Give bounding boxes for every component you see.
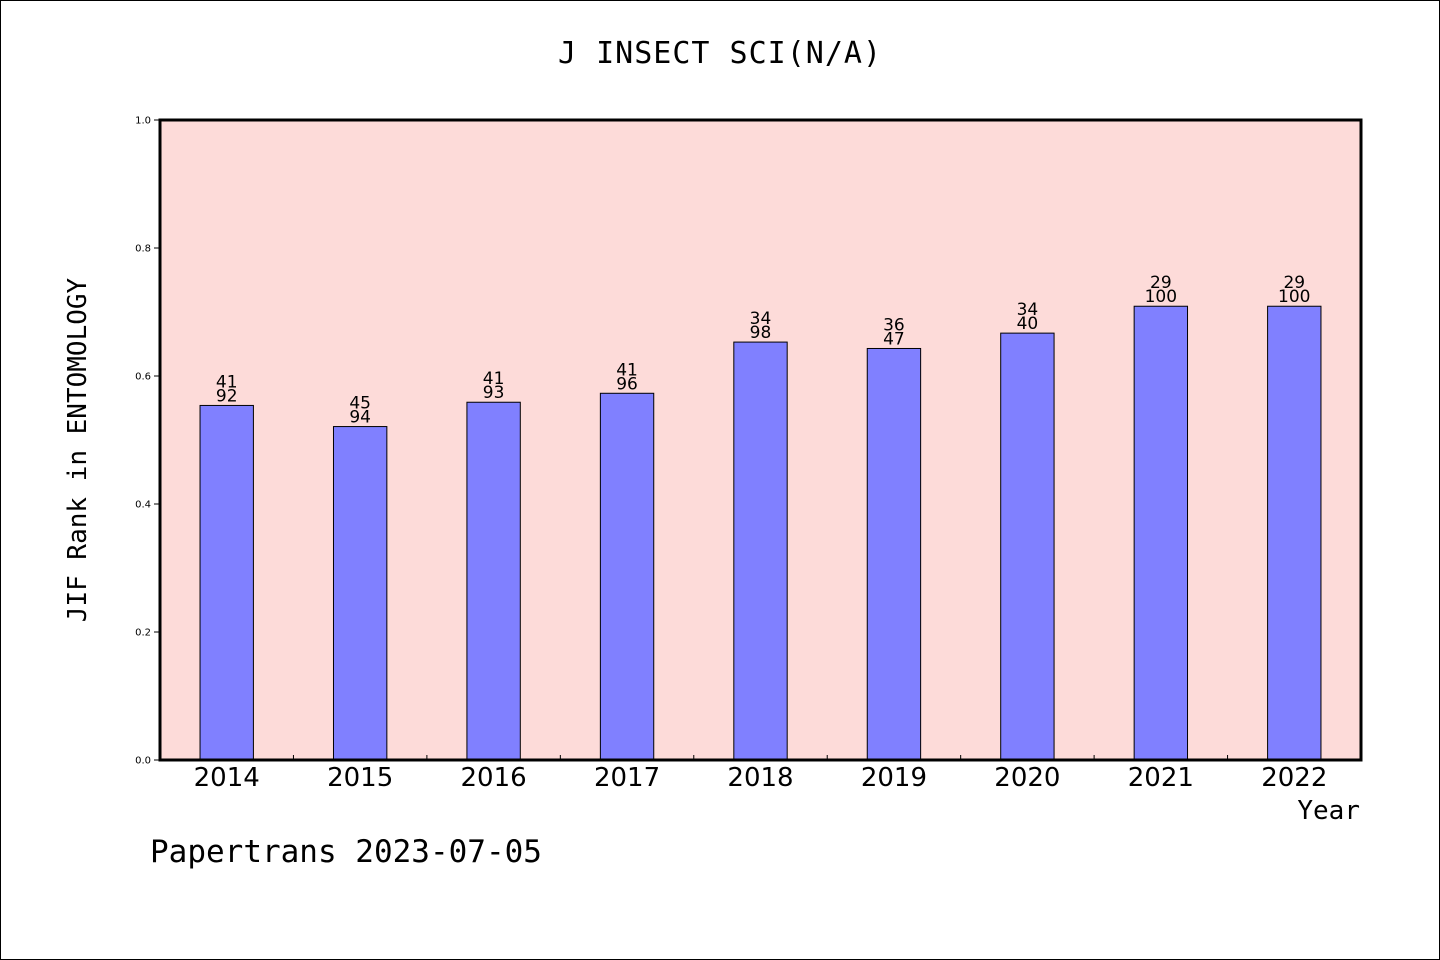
x-tick-label: 2015	[327, 763, 393, 793]
y-tick-label: 0.0	[135, 756, 151, 767]
bar-total-label: 100	[1145, 287, 1177, 307]
footer-watermark: Papertrans 2023-07-05	[150, 834, 542, 870]
x-axis-label: Year	[1297, 796, 1360, 826]
bar-total-label: 47	[883, 329, 905, 349]
x-tick-label: 2014	[194, 763, 260, 793]
y-tick-label: 0.6	[135, 372, 151, 383]
x-tick-label: 2019	[861, 763, 927, 793]
bar-2016	[466, 401, 521, 761]
bar-2020	[1000, 332, 1055, 761]
bar-total-label: 94	[349, 408, 371, 428]
bar-rank-label: 34	[750, 309, 772, 329]
bar-total-label: 100	[1278, 287, 1310, 307]
bar-rank-label: 41	[216, 372, 238, 392]
bar-total-label: 93	[483, 383, 505, 403]
bar-total-label: 98	[750, 323, 772, 343]
bar-total-label: 92	[216, 386, 238, 406]
bar-2015	[332, 426, 388, 761]
plot-border	[158, 118, 1363, 762]
bar-rank-label: 29	[1283, 273, 1305, 293]
x-tick-label: 2022	[1261, 763, 1327, 793]
chart-title: J INSECT SCI(N/A)	[557, 36, 883, 71]
x-tick-label: 2021	[1128, 763, 1194, 793]
bar-2021	[1133, 305, 1189, 761]
x-tick-label: 2018	[727, 763, 793, 793]
y-tick-label: 1.0	[135, 116, 151, 127]
bar-2019	[866, 347, 922, 761]
y-tick-label: 0.2	[135, 628, 151, 639]
bar-rank-label: 34	[1017, 300, 1039, 320]
bar-rank-label: 45	[349, 394, 371, 414]
bar-rank-label: 36	[883, 315, 905, 335]
bar-total-label: 96	[616, 374, 638, 394]
bar-2017	[599, 392, 655, 761]
x-tick-label: 2020	[994, 763, 1060, 793]
bar-rank-label: 41	[616, 360, 638, 380]
x-tick-label: 2017	[594, 763, 660, 793]
bar-2018	[733, 341, 788, 761]
x-tick-label: 2016	[461, 763, 527, 793]
y-tick-label: 0.8	[135, 244, 151, 255]
y-tick-label: 0.4	[135, 500, 151, 511]
bar-rank-label: 41	[483, 369, 505, 389]
y-axis: 0.0 0.2 0.4 0.6 0.8 1.0	[135, 116, 160, 767]
bar-rank-label: 29	[1150, 273, 1172, 293]
bar-2022	[1267, 305, 1322, 761]
bar-total-label: 40	[1017, 314, 1039, 334]
x-axis: 2014 2015 2016 2017 2018 2019 2020 2021 2022	[194, 755, 1327, 793]
bar-2014	[199, 404, 254, 761]
